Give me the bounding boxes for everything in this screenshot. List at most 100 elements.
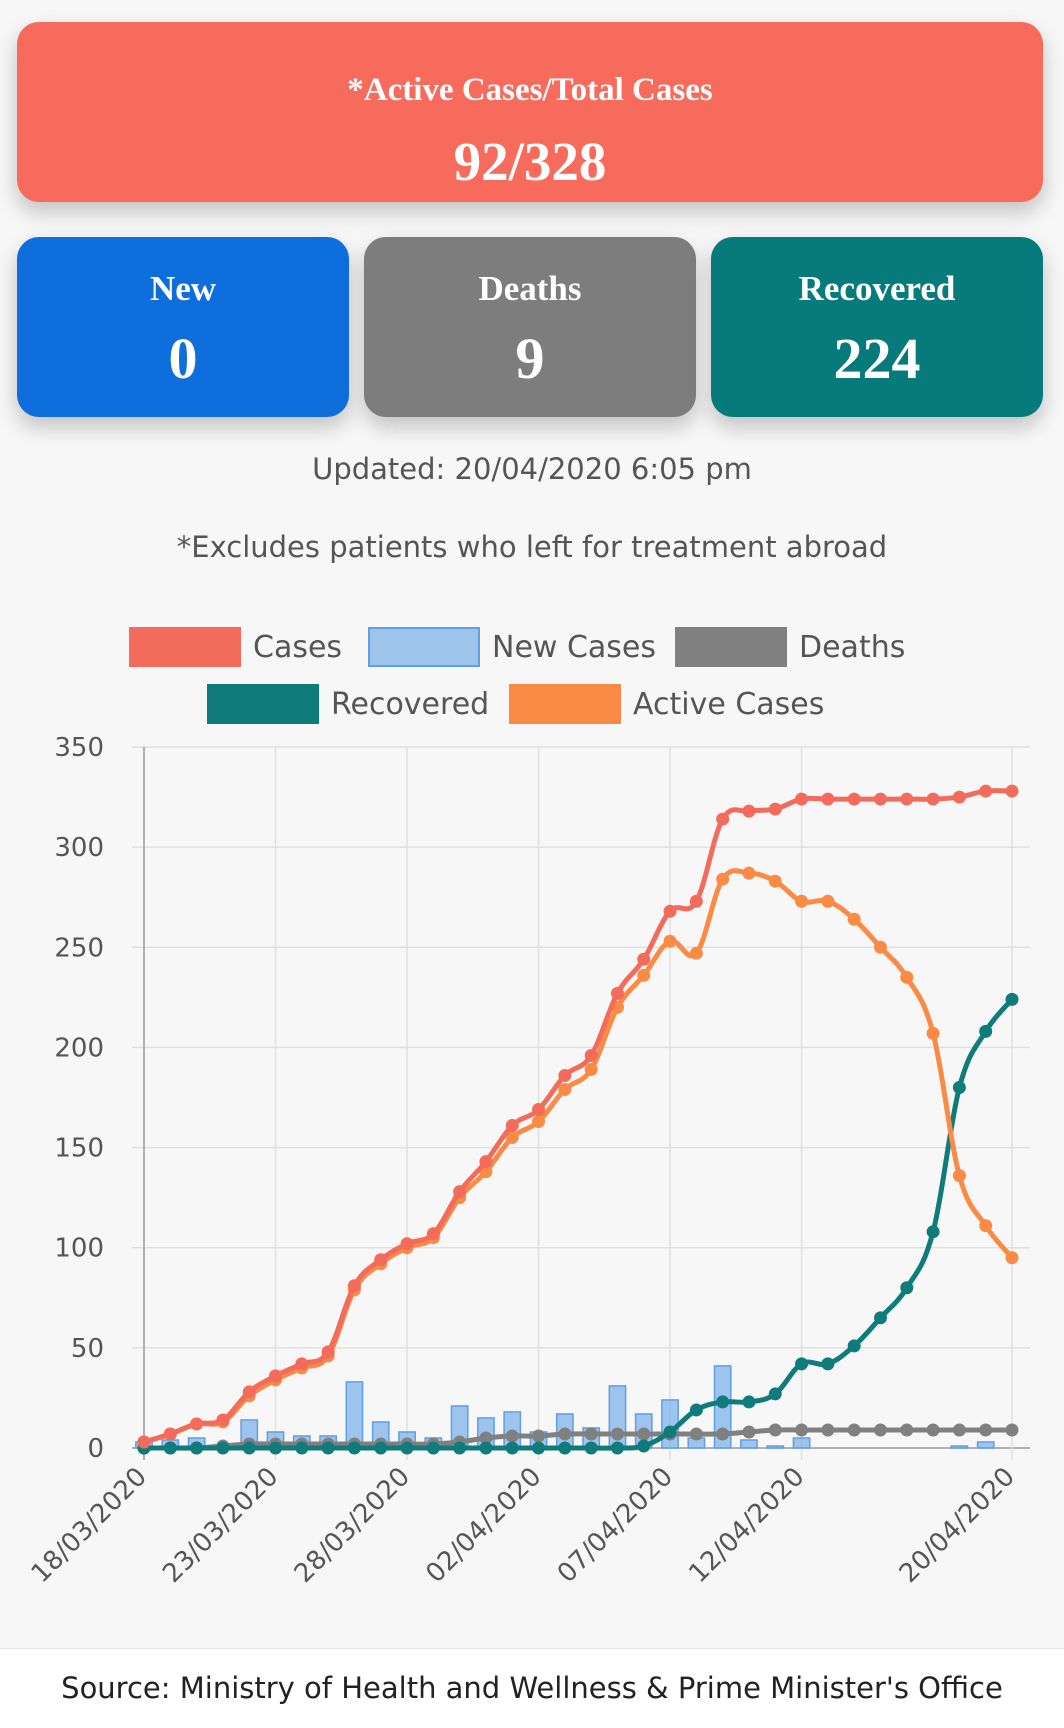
x-tick-label: 12/04/2020 — [683, 1462, 810, 1589]
recovered-point — [295, 1441, 309, 1455]
active-cases-point — [532, 1115, 546, 1129]
y-tick-label: 200 — [54, 1033, 104, 1063]
cases-line-chart: Cases New Cases Deaths Recovered Active Case… — [26, 627, 1030, 1589]
new-cases-value: 0 — [168, 326, 198, 391]
recovered-point — [558, 1441, 572, 1455]
recovered-point — [847, 1339, 861, 1353]
chart-axes: 0 50 100 150 200 250 300 350 18/03/2020 23/03/202… — [26, 733, 1021, 1589]
chart-legend[interactable]: Cases New Cases Deaths Recovered Active Case… — [129, 627, 905, 724]
recovered-point — [532, 1441, 546, 1455]
deaths-point — [637, 1427, 651, 1441]
cases-point — [163, 1427, 177, 1441]
deaths-label: Deaths — [478, 269, 582, 308]
recovered-point — [269, 1441, 283, 1455]
y-tick-label: 250 — [54, 933, 104, 963]
cases-point — [558, 1068, 572, 1082]
deaths-point — [873, 1423, 887, 1437]
recovered-point — [716, 1395, 730, 1409]
cases-point — [952, 790, 966, 804]
deaths-value: 9 — [515, 326, 545, 391]
active-cases-point — [716, 872, 730, 886]
cases-point — [295, 1357, 309, 1371]
recovered-point — [321, 1441, 335, 1455]
recovered-point — [374, 1441, 388, 1455]
legend-swatch-deaths — [675, 627, 787, 667]
recovered-label: Recovered — [798, 269, 956, 308]
legend-swatch-active-cases — [509, 684, 621, 724]
y-tick-label: 150 — [54, 1134, 104, 1164]
cases-point — [795, 792, 809, 806]
x-tick-label: 18/03/2020 — [26, 1462, 153, 1589]
cases-point — [1005, 784, 1019, 798]
legend-swatch-recovered — [207, 684, 319, 724]
new-cases-label: New — [149, 269, 217, 308]
recovered-point — [900, 1281, 914, 1295]
legend-item-active-cases[interactable]: Active Cases — [509, 684, 824, 724]
active-cases-point — [847, 912, 861, 926]
deaths-point — [505, 1429, 519, 1443]
legend-label-cases: Cases — [253, 630, 342, 665]
cases-point — [374, 1253, 388, 1267]
cases-point — [979, 784, 993, 798]
recovered-point — [637, 1439, 651, 1453]
new-cases-bar — [740, 1439, 758, 1449]
deaths-card: Deaths 9 — [364, 237, 696, 417]
cases-point — [926, 792, 940, 806]
y-tick-label: 300 — [54, 833, 104, 863]
y-tick-label: 100 — [54, 1234, 104, 1264]
cases-point — [689, 894, 703, 908]
cases-point — [347, 1279, 361, 1293]
x-tick-label: 02/04/2020 — [420, 1462, 547, 1589]
cases-point — [873, 792, 887, 806]
cases-point — [637, 952, 651, 966]
cases-point — [768, 802, 782, 816]
recovered-point — [926, 1225, 940, 1239]
recovered-point — [768, 1387, 782, 1401]
cases-point — [453, 1185, 467, 1199]
deaths-point — [584, 1427, 598, 1441]
deaths-point — [926, 1423, 940, 1437]
x-tick-label: 23/03/2020 — [157, 1462, 284, 1589]
active-cases-point — [558, 1082, 572, 1096]
active-cases-point — [979, 1219, 993, 1233]
new-cases-card: New 0 — [17, 237, 349, 417]
recovered-point — [663, 1425, 677, 1439]
legend-item-deaths[interactable]: Deaths — [675, 627, 905, 667]
cases-point — [716, 812, 730, 826]
new-cases-bar — [976, 1441, 995, 1449]
recovered-point — [163, 1441, 177, 1455]
active-cases-point — [663, 934, 677, 948]
deaths-point — [689, 1427, 703, 1441]
active-cases-point — [768, 874, 782, 888]
cases-point — [610, 986, 624, 1000]
recovered-point — [479, 1441, 493, 1455]
active-cases-point — [1005, 1251, 1019, 1265]
cases-point — [216, 1413, 230, 1427]
y-tick-label: 50 — [71, 1334, 104, 1364]
recovered-point — [742, 1395, 756, 1409]
active-cases-point — [505, 1131, 519, 1145]
cases-point — [426, 1227, 440, 1241]
active-total-cases-label: *Active Cases/Total Cases — [347, 72, 713, 108]
legend-item-cases[interactable]: Cases — [129, 627, 342, 667]
cases-point — [742, 804, 756, 818]
legend-item-recovered[interactable]: Recovered — [207, 684, 489, 724]
deaths-point — [1005, 1423, 1019, 1437]
recovered-point — [190, 1441, 204, 1455]
recovered-point — [979, 1024, 993, 1038]
new-cases-bar — [950, 1445, 969, 1449]
recovered-point — [821, 1357, 835, 1371]
deaths-point — [900, 1423, 914, 1437]
new-cases-bar — [766, 1445, 785, 1449]
active-cases-point — [689, 946, 703, 960]
recovered-point — [453, 1441, 467, 1455]
deaths-point — [847, 1423, 861, 1437]
recovered-point — [795, 1357, 809, 1371]
y-tick-label: 350 — [54, 733, 104, 763]
cases-point — [663, 904, 677, 918]
deaths-point — [479, 1431, 493, 1445]
legend-item-new-cases[interactable]: New Cases — [368, 627, 656, 667]
x-tick-label: 28/03/2020 — [289, 1462, 416, 1589]
recovered-card: Recovered 224 — [711, 237, 1043, 417]
cases-point — [821, 792, 835, 806]
